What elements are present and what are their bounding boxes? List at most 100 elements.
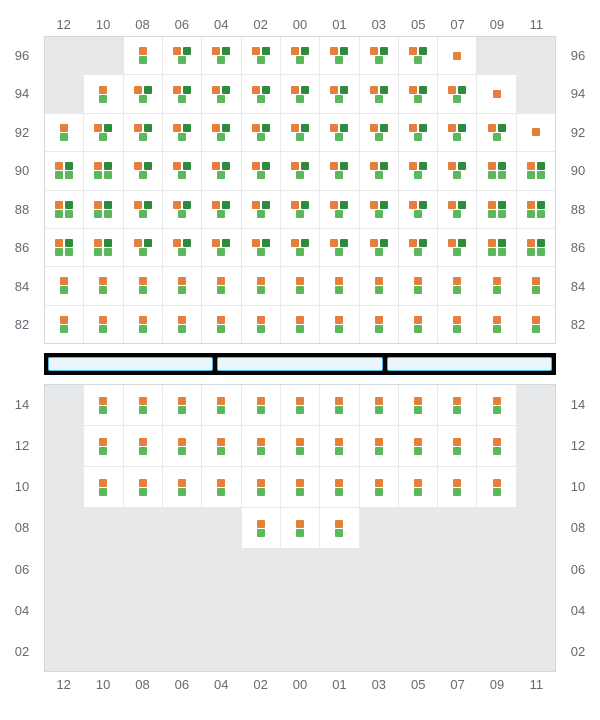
seat-cell[interactable] — [162, 385, 201, 425]
seat-cell[interactable] — [437, 114, 476, 151]
seat-cell[interactable] — [45, 267, 83, 304]
seat-cell[interactable] — [83, 426, 122, 466]
seat-cell[interactable] — [280, 37, 319, 74]
seat-cell[interactable] — [241, 508, 280, 548]
seat-cell[interactable] — [280, 114, 319, 151]
seat-cell[interactable] — [83, 75, 122, 112]
seat-cell[interactable] — [83, 114, 122, 151]
seat-cell[interactable] — [398, 75, 437, 112]
seat-cell[interactable] — [398, 267, 437, 304]
seat-cell[interactable] — [241, 229, 280, 266]
seat-cell[interactable] — [437, 191, 476, 228]
seat-cell[interactable] — [359, 426, 398, 466]
seat-cell[interactable] — [162, 152, 201, 189]
seat-cell[interactable] — [162, 306, 201, 343]
seat-cell[interactable] — [398, 114, 437, 151]
seat-cell[interactable] — [476, 114, 515, 151]
seat-cell[interactable] — [437, 426, 476, 466]
seat-cell[interactable] — [45, 114, 83, 151]
seat-cell[interactable] — [201, 75, 240, 112]
seat-cell[interactable] — [280, 426, 319, 466]
seat-cell[interactable] — [280, 152, 319, 189]
seat-cell[interactable] — [123, 229, 162, 266]
seat-cell[interactable] — [359, 385, 398, 425]
seat-cell[interactable] — [241, 75, 280, 112]
seat-cell[interactable] — [437, 306, 476, 343]
seat-cell[interactable] — [319, 306, 358, 343]
seat-cell[interactable] — [162, 467, 201, 507]
seat-cell[interactable] — [359, 267, 398, 304]
seat-cell[interactable] — [201, 306, 240, 343]
seat-cell[interactable] — [241, 191, 280, 228]
seat-cell[interactable] — [83, 306, 122, 343]
seat-cell[interactable] — [201, 152, 240, 189]
seat-cell[interactable] — [45, 229, 83, 266]
seat-cell[interactable] — [437, 152, 476, 189]
seat-cell[interactable] — [476, 75, 515, 112]
seat-cell[interactable] — [241, 426, 280, 466]
seat-cell[interactable] — [476, 426, 515, 466]
seat-cell[interactable] — [123, 191, 162, 228]
seat-cell[interactable] — [359, 37, 398, 74]
seat-cell[interactable] — [280, 508, 319, 548]
seat-cell[interactable] — [398, 385, 437, 425]
seat-cell[interactable] — [162, 37, 201, 74]
seat-cell[interactable] — [280, 467, 319, 507]
seat-cell[interactable] — [123, 37, 162, 74]
seat-cell[interactable] — [162, 426, 201, 466]
seat-cell[interactable] — [398, 426, 437, 466]
seat-cell[interactable] — [280, 229, 319, 266]
seat-cell[interactable] — [280, 191, 319, 228]
seat-cell[interactable] — [516, 191, 555, 228]
seat-cell[interactable] — [516, 152, 555, 189]
seat-cell[interactable] — [476, 229, 515, 266]
seat-cell[interactable] — [516, 267, 555, 304]
seat-cell[interactable] — [476, 385, 515, 425]
seat-cell[interactable] — [83, 385, 122, 425]
seat-cell[interactable] — [398, 152, 437, 189]
seat-cell[interactable] — [398, 306, 437, 343]
seat-cell[interactable] — [83, 191, 122, 228]
seat-cell[interactable] — [201, 229, 240, 266]
seat-cell[interactable] — [319, 229, 358, 266]
seat-cell[interactable] — [123, 467, 162, 507]
seat-cell[interactable] — [398, 191, 437, 228]
seat-cell[interactable] — [162, 229, 201, 266]
seat-cell[interactable] — [476, 306, 515, 343]
seat-cell[interactable] — [319, 467, 358, 507]
seat-cell[interactable] — [241, 114, 280, 151]
seat-cell[interactable] — [319, 385, 358, 425]
seat-cell[interactable] — [319, 426, 358, 466]
seat-cell[interactable] — [201, 114, 240, 151]
seat-cell[interactable] — [398, 467, 437, 507]
seat-cell[interactable] — [280, 306, 319, 343]
seat-cell[interactable] — [437, 385, 476, 425]
seat-cell[interactable] — [123, 152, 162, 189]
seat-cell[interactable] — [516, 114, 555, 151]
seat-cell[interactable] — [359, 114, 398, 151]
seat-cell[interactable] — [241, 467, 280, 507]
seat-cell[interactable] — [359, 306, 398, 343]
seat-cell[interactable] — [319, 114, 358, 151]
seat-cell[interactable] — [476, 191, 515, 228]
seat-cell[interactable] — [319, 267, 358, 304]
seat-cell[interactable] — [476, 152, 515, 189]
seat-cell[interactable] — [241, 37, 280, 74]
seat-cell[interactable] — [319, 191, 358, 228]
seat-cell[interactable] — [162, 267, 201, 304]
seat-cell[interactable] — [201, 267, 240, 304]
seat-cell[interactable] — [359, 191, 398, 228]
seat-cell[interactable] — [359, 467, 398, 507]
seat-cell[interactable] — [162, 75, 201, 112]
seat-cell[interactable] — [201, 191, 240, 228]
seat-cell[interactable] — [241, 306, 280, 343]
seat-cell[interactable] — [516, 306, 555, 343]
seat-cell[interactable] — [83, 267, 122, 304]
seat-cell[interactable] — [123, 114, 162, 151]
seat-cell[interactable] — [123, 267, 162, 304]
seat-cell[interactable] — [83, 152, 122, 189]
seat-cell[interactable] — [123, 385, 162, 425]
seat-cell[interactable] — [359, 75, 398, 112]
seat-cell[interactable] — [83, 229, 122, 266]
seat-cell[interactable] — [45, 306, 83, 343]
